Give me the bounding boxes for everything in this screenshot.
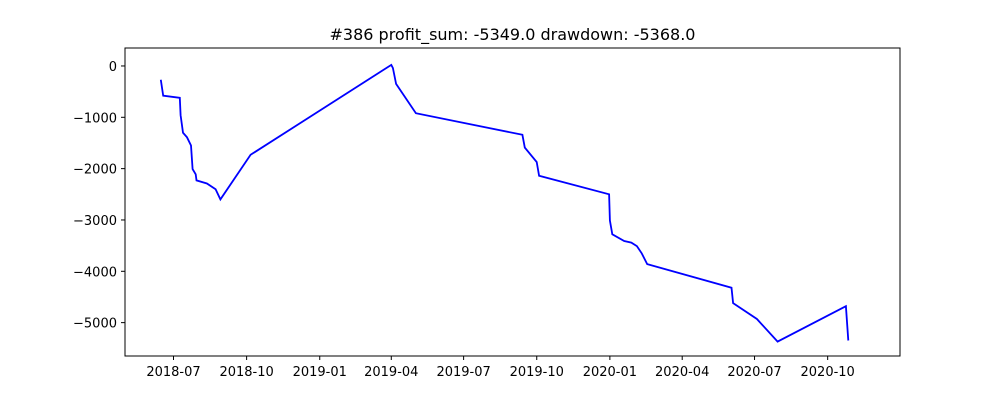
- plot-frame: [124, 47, 901, 357]
- y-tick-label: 0: [109, 60, 117, 75]
- x-tick-label: 2019-01: [293, 365, 347, 380]
- x-tick-label: 2019-10: [510, 365, 564, 380]
- y-tick-label: −5000: [73, 317, 117, 332]
- y-tick-label: −1000: [73, 111, 117, 126]
- x-tick-label: 2018-10: [219, 365, 273, 380]
- x-tick-label: 2020-07: [727, 365, 781, 380]
- x-tick-label: 2019-07: [436, 365, 490, 380]
- series-line: [159, 63, 850, 343]
- chart-title: #386 profit_sum: -5349.0 drawdown: -5368…: [330, 25, 696, 45]
- y-axis: 0 −1000 −2000 −3000 −4000 −5000: [73, 60, 125, 332]
- x-tick-label: 2020-10: [801, 365, 855, 380]
- y-tick-label: −4000: [73, 265, 117, 280]
- x-tick-label: 2019-04: [364, 365, 418, 380]
- x-tick-label: 2018-07: [146, 365, 200, 380]
- y-tick-label: −3000: [73, 214, 117, 229]
- y-tick-label: −2000: [73, 163, 117, 178]
- x-axis: 2018-07 2018-10 2019-01 2019-04 2019-07 2019-…: [146, 356, 855, 380]
- x-tick-label: 2020-01: [583, 365, 637, 380]
- x-tick-label: 2020-04: [655, 365, 709, 380]
